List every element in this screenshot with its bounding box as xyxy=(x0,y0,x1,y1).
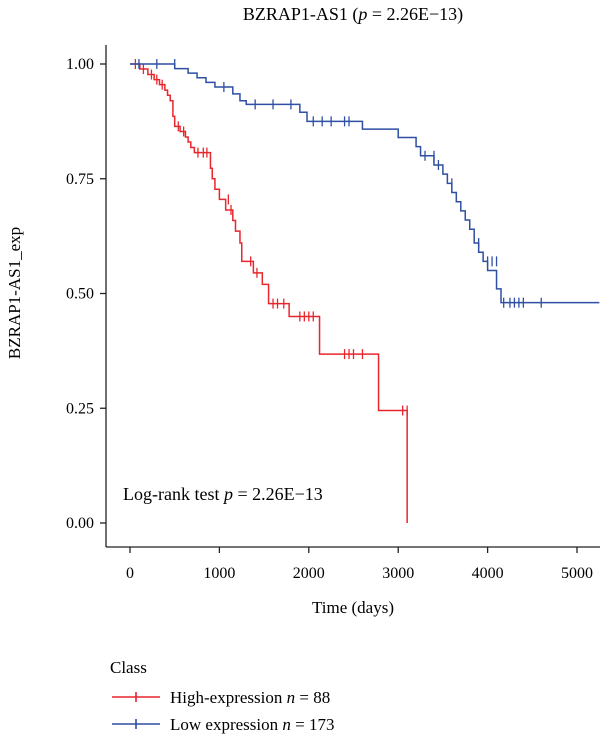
legend-entry-low: Low expression n = 173 xyxy=(112,715,334,734)
title-p-symbol: p xyxy=(356,4,367,24)
y-tick-label: 0.25 xyxy=(66,400,94,417)
y-ticks: 0.00 0.25 0.50 0.75 1.00 xyxy=(66,56,106,532)
legend-high-text: High-expression xyxy=(170,688,287,707)
legend-label-high: High-expression n = 88 xyxy=(170,688,330,707)
x-tick-label: 0 xyxy=(126,565,134,582)
series-layer xyxy=(130,59,600,523)
legend-title: Class xyxy=(110,658,147,677)
x-axis-label: Time (days) xyxy=(312,598,394,617)
y-tick-label: 0.75 xyxy=(66,171,94,188)
x-tick-label: 4000 xyxy=(472,565,504,582)
annotation-p-value: = 2.26E−13 xyxy=(233,484,323,504)
legend-high-n-value: = 88 xyxy=(295,688,330,707)
series-line-high-expression xyxy=(130,63,408,523)
title-name: BZRAP1-AS1 ( xyxy=(243,4,359,25)
legend-entry-high: High-expression n = 88 xyxy=(112,688,330,707)
annotation-text: Log-rank test xyxy=(123,484,224,504)
legend: Class High-expression n = 88 Low express… xyxy=(110,658,334,734)
legend-low-n-value: = 173 xyxy=(291,715,335,734)
x-tick-label: 3000 xyxy=(382,565,414,582)
x-tick-label: 2000 xyxy=(293,565,325,582)
y-tick-label: 0.50 xyxy=(66,286,94,303)
series-line-low-expression xyxy=(130,63,600,304)
logrank-annotation: Log-rank test p = 2.26E−13 xyxy=(123,484,323,504)
annotation-p-symbol: p xyxy=(222,484,233,504)
chart-title: BZRAP1-AS1 (p = 2.26E−13) xyxy=(243,4,463,25)
legend-low-n-symbol: n xyxy=(282,715,291,734)
legend-label-low: Low expression n = 173 xyxy=(170,715,334,734)
y-axis-label: BZRAP1-AS1_exp xyxy=(5,227,24,359)
title-p-value: = 2.26E−13) xyxy=(367,4,463,25)
x-tick-label: 5000 xyxy=(561,565,593,582)
legend-high-n-symbol: n xyxy=(287,688,296,707)
x-tick-label: 1000 xyxy=(203,565,235,582)
legend-low-text: Low expression xyxy=(170,715,282,734)
y-tick-label: 0.00 xyxy=(66,515,94,532)
y-tick-label: 1.00 xyxy=(66,56,94,73)
x-ticks: 0 1000 2000 3000 4000 5000 xyxy=(126,547,593,582)
